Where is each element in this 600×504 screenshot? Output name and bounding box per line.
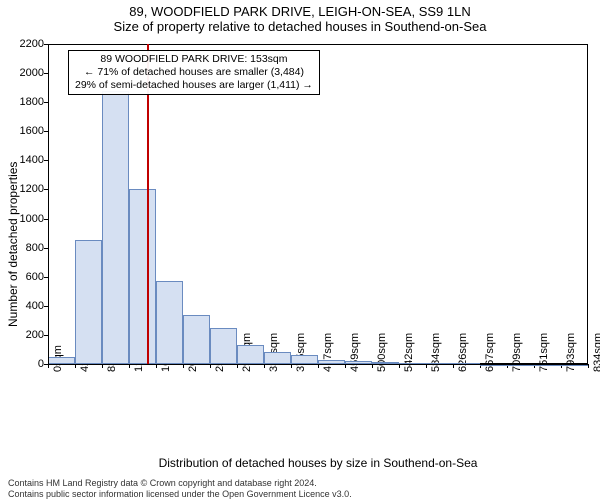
histogram-bar [210, 328, 237, 364]
y-tick-label: 2000 [10, 67, 44, 79]
annotation-line: 29% of semi-detached houses are larger (… [75, 79, 313, 92]
x-tick-mark [588, 364, 589, 368]
page-title-line2: Size of property relative to detached ho… [0, 19, 600, 34]
y-tick-label: 800 [10, 242, 44, 254]
y-tick-label: 1000 [10, 213, 44, 225]
histogram-bar [183, 315, 210, 364]
y-tick-label: 400 [10, 300, 44, 312]
footer-attribution: Contains HM Land Registry data © Crown c… [8, 478, 352, 500]
y-tick-label: 1600 [10, 125, 44, 137]
histogram-bar [129, 189, 156, 364]
plot-area: 0200400600800100012001400160018002000220… [48, 44, 588, 414]
x-axis-label: Distribution of detached houses by size … [48, 456, 588, 470]
page-title-line1: 89, WOODFIELD PARK DRIVE, LEIGH-ON-SEA, … [0, 4, 600, 19]
annotation-line: ← 71% of detached houses are smaller (3,… [75, 66, 313, 79]
y-tick-label: 1800 [10, 96, 44, 108]
histogram-bar [75, 240, 102, 364]
histogram-bar [48, 357, 75, 364]
annotation-line: 89 WOODFIELD PARK DRIVE: 153sqm [75, 53, 313, 66]
histogram-bar [291, 355, 318, 364]
chart-area: 0200400600800100012001400160018002000220… [48, 44, 588, 414]
histogram-bar [237, 345, 264, 364]
histogram-bar [156, 281, 183, 364]
y-tick-label: 1400 [10, 154, 44, 166]
footer-line1: Contains HM Land Registry data © Crown c… [8, 478, 352, 489]
annotation-box: 89 WOODFIELD PARK DRIVE: 153sqm← 71% of … [68, 50, 320, 95]
y-tick-label: 200 [10, 329, 44, 341]
histogram-bar [102, 91, 129, 364]
footer-line2: Contains public sector information licen… [8, 489, 352, 500]
y-axis-line [48, 44, 49, 364]
y-tick-label: 2200 [10, 38, 44, 50]
y-tick-label: 1200 [10, 183, 44, 195]
y-tick-label: 0 [10, 358, 44, 370]
x-axis-line [48, 364, 588, 365]
y-tick-label: 600 [10, 271, 44, 283]
histogram-bar [264, 352, 291, 364]
